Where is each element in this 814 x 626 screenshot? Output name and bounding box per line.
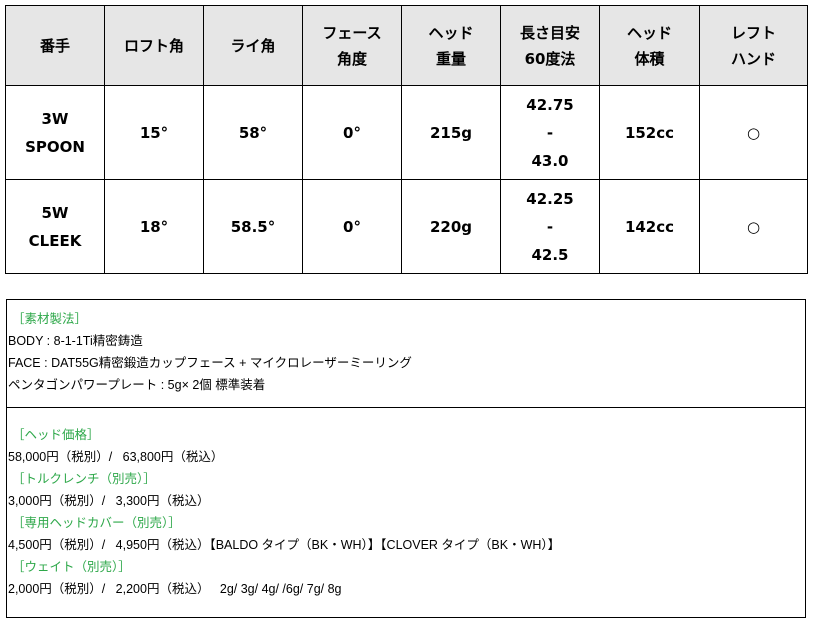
header-face-angle: フェース 角度: [302, 5, 402, 86]
materials-line: FACE : DAT55G精密鍛造カップフェース + マイクロレーザーミーリング: [8, 356, 412, 370]
info-box: ［素材製法］ BODY : 8-1-1Ti精密鋳造 FACE : DAT55G精…: [6, 299, 806, 618]
cell-left-hand: ○: [699, 85, 808, 180]
cell-length: 42.25-42.5: [500, 179, 600, 274]
header-head-weight: ヘッド 重量: [401, 5, 501, 86]
cell-head-volume: 152cc: [599, 85, 700, 180]
cell-head-volume: 142cc: [599, 179, 700, 274]
spec-table: 番手 ロフト角 ライ角 フェース 角度 ヘッド 重量 長さ目安 60度法 ヘッド 体積 …: [5, 5, 808, 274]
header-left-hand: レフト ハンド: [699, 5, 808, 86]
cell-head-weight: 215g: [401, 85, 501, 180]
table-row: 5W CLEEK 18° 58.5° 0° 220g 42.25-42.5 142…: [5, 179, 808, 274]
cell-loft: 18°: [104, 179, 204, 274]
cell-face-angle: 0°: [302, 179, 402, 274]
cell-length: 42.75-43.0: [500, 85, 600, 180]
table-header-row: 番手 ロフト角 ライ角 フェース 角度 ヘッド 重量 長さ目安 60度法 ヘッド 体積 …: [5, 5, 808, 86]
cell-club: 5W CLEEK: [5, 179, 105, 274]
materials-heading: ［素材製法］: [12, 312, 88, 326]
price-text-weight: 2,000円（税別）/ 2,200円（税込） 2g/ 3g/ 4g/ /6g/ …: [8, 582, 342, 596]
header-lie: ライ角: [203, 5, 303, 86]
price-heading-headcover: ［専用ヘッドカバー（別売）］: [12, 516, 181, 530]
price-text-headcover: 4,500円（税別）/ 4,950円（税込）【BALDO タイプ（BK・WH）】…: [8, 538, 561, 552]
price-heading-wrench: ［トルクレンチ（別売）］: [12, 472, 156, 486]
header-loft: ロフト角: [104, 5, 204, 86]
materials-line: ペンタゴンパワープレート : 5g× 2個 標準装着: [8, 378, 266, 392]
pricing-section: ［ヘッド価格］ 58,000円（税別）/ 63,800円（税込） ［トルクレンチ…: [7, 408, 805, 600]
materials-line: BODY : 8-1-1Ti精密鋳造: [8, 334, 143, 348]
cell-loft: 15°: [104, 85, 204, 180]
cell-lie: 58.5°: [203, 179, 303, 274]
cell-club: 3W SPOON: [5, 85, 105, 180]
materials-section: ［素材製法］ BODY : 8-1-1Ti精密鋳造 FACE : DAT55G精…: [7, 300, 805, 408]
cell-lie: 58°: [203, 85, 303, 180]
price-text-wrench: 3,000円（税別）/ 3,300円（税込）: [8, 494, 210, 508]
cell-face-angle: 0°: [302, 85, 402, 180]
header-length: 長さ目安 60度法: [500, 5, 600, 86]
price-text-head: 58,000円（税別）/ 63,800円（税込）: [8, 450, 224, 464]
header-club: 番手: [5, 5, 105, 86]
table-row: 3W SPOON 15° 58° 0° 215g 42.75-43.0 152cc…: [5, 85, 808, 180]
price-heading-head: ［ヘッド価格］: [12, 428, 100, 442]
header-head-volume: ヘッド 体積: [599, 5, 700, 86]
cell-left-hand: ○: [699, 179, 808, 274]
cell-head-weight: 220g: [401, 179, 501, 274]
price-heading-weight: ［ウェイト（別売）］: [12, 560, 131, 574]
